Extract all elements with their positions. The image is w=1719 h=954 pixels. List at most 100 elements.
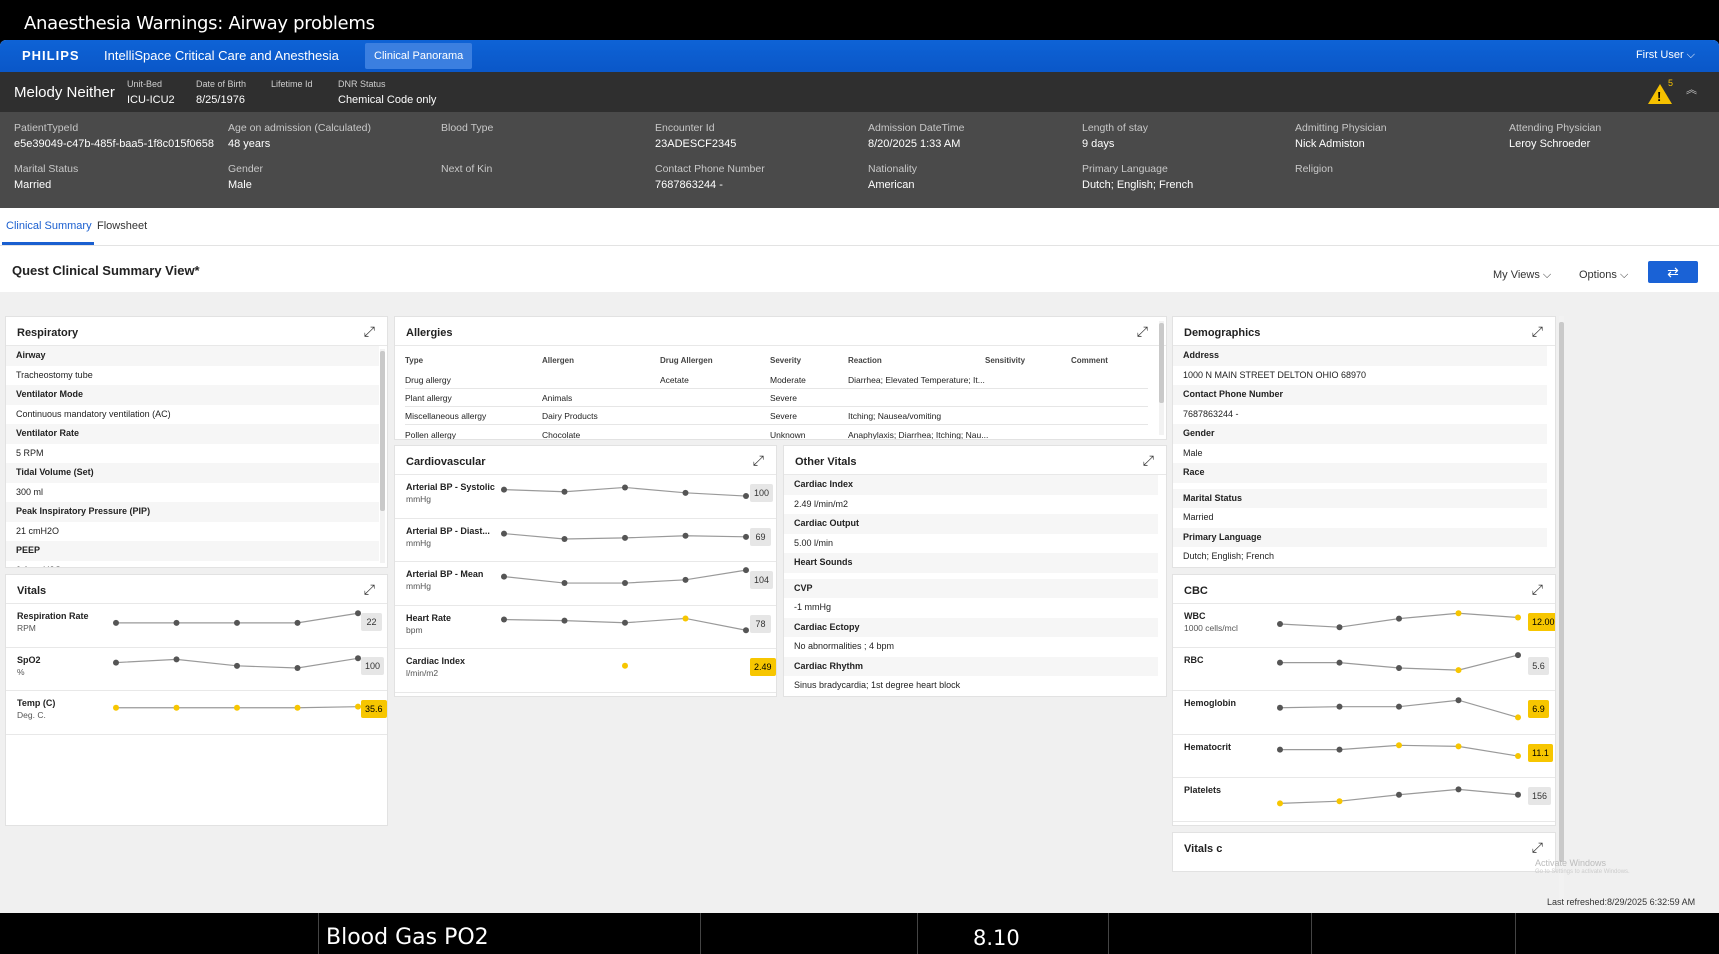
trend-row[interactable]: Hematocrit 11.1 bbox=[1173, 735, 1555, 778]
card-title: Demographics bbox=[1184, 327, 1261, 339]
field-label: Marital Status bbox=[14, 163, 79, 175]
trend-row[interactable]: Heart Rate bpm 78 bbox=[395, 606, 776, 649]
trend-row[interactable]: Platelets 156 bbox=[1173, 778, 1555, 822]
latest-value-badge[interactable]: 5.6 bbox=[1528, 656, 1549, 675]
expand-icon[interactable]: ⤢ bbox=[363, 581, 375, 597]
trend-point bbox=[743, 533, 749, 540]
scrollbar-thumb[interactable] bbox=[1159, 323, 1164, 403]
row-value: Tracheostomy tube bbox=[16, 369, 93, 380]
tab-flowsheet[interactable]: Flowsheet bbox=[97, 220, 148, 232]
trend-label: SpO2 bbox=[17, 654, 41, 665]
table-cell: Dairy Products bbox=[542, 411, 598, 422]
column-header[interactable]: Allergen bbox=[542, 356, 575, 365]
expand-icon[interactable]: ⤢ bbox=[1142, 452, 1154, 468]
trend-point bbox=[1396, 615, 1402, 622]
trend-row[interactable]: SpO2% 100 bbox=[6, 648, 387, 691]
table-cell: Diarrhea; Elevated Temperature; It... bbox=[848, 375, 985, 385]
latest-value-badge[interactable]: 12.00 bbox=[1528, 613, 1555, 631]
trend-point bbox=[1515, 752, 1521, 759]
respiratory-list: Airway Tracheostomy tube Ventilator Mode Co… bbox=[6, 346, 379, 568]
divider bbox=[395, 345, 1166, 346]
field-value: Dutch; English; French bbox=[1082, 179, 1194, 191]
trend-row[interactable]: Hemoglobin 6.9 bbox=[1173, 691, 1555, 735]
table-row[interactable]: Drug allergy Acetate Moderate Diarrhea; Ele… bbox=[405, 370, 1148, 389]
patient-detail-field: Encounter Id 23ADESCF2345 bbox=[655, 122, 736, 150]
column-header[interactable]: Severity bbox=[770, 356, 802, 365]
latest-value-badge[interactable]: 100 bbox=[361, 656, 385, 675]
row-value: -1 mmHg bbox=[794, 602, 832, 612]
trend-point bbox=[682, 576, 689, 583]
trend-point bbox=[173, 704, 180, 711]
trend-row[interactable]: Temp (C) Deg. C. 35.6 bbox=[6, 691, 387, 735]
trend-label: Hematocrit bbox=[1184, 741, 1232, 752]
table-cell: Chocolate bbox=[542, 429, 581, 440]
card-title: Vitals c bbox=[1184, 843, 1223, 855]
divider bbox=[784, 474, 1166, 475]
trend-point bbox=[622, 619, 628, 626]
table-cell: Itching; Nausea/vomiting bbox=[848, 411, 942, 422]
column-header[interactable]: Drug Allergen bbox=[660, 356, 713, 365]
trend-point bbox=[1396, 791, 1402, 798]
column-header[interactable]: Reaction bbox=[848, 356, 882, 365]
trend-row[interactable]: Respiration Rate RPM 22 bbox=[6, 604, 387, 648]
expand-icon[interactable]: ⤢ bbox=[1136, 323, 1148, 339]
row-label: CVP bbox=[784, 578, 1158, 598]
trend-point bbox=[1396, 703, 1402, 710]
alert-count: 5 bbox=[1668, 78, 1674, 88]
field-label: Primary Language bbox=[1082, 163, 1168, 175]
column-header[interactable]: Comment bbox=[1071, 356, 1108, 365]
expand-icon[interactable]: ⤢ bbox=[1531, 323, 1543, 339]
row-value: 0.1 cmH2O bbox=[6, 561, 379, 568]
my-views-dropdown[interactable]: My Views ⌵ bbox=[1493, 269, 1552, 281]
expand-icon[interactable]: ⤢ bbox=[752, 452, 764, 468]
latest-value-badge[interactable]: 69 bbox=[750, 527, 771, 546]
trend-row[interactable]: Arterial BP - Diast... mmHg 69 bbox=[395, 519, 776, 562]
expand-icon[interactable]: ⤢ bbox=[363, 323, 375, 339]
trend-row[interactable]: WBC 1000 cells/mcl 12.00 bbox=[1173, 604, 1555, 648]
dnr-status-field: DNR Status Chemical Code only bbox=[338, 79, 436, 106]
latest-value-badge[interactable]: 11.1 bbox=[1528, 743, 1553, 762]
page-scrollbar-thumb[interactable] bbox=[1559, 322, 1564, 862]
table-row[interactable]: Pollen allergy Chocolate Unknown Anaphylaxi… bbox=[405, 425, 1148, 440]
expand-icon[interactable]: ⤢ bbox=[1531, 839, 1543, 855]
warning-icon[interactable] bbox=[1648, 84, 1672, 104]
card-title: Vitals bbox=[17, 585, 47, 597]
trend-row[interactable]: Arterial BP - Mean mmHg 104 bbox=[395, 562, 776, 606]
field-value: 8/25/1976 bbox=[196, 94, 245, 106]
refresh-button[interactable]: ⇄ bbox=[1648, 261, 1698, 283]
column-header[interactable]: Type bbox=[405, 356, 424, 365]
latest-value-badge[interactable]: 104 bbox=[750, 571, 774, 589]
patient-detail-field: PatientTypeId e5e39049-c47b-485f-baa5-1f8… bbox=[14, 122, 214, 150]
user-menu[interactable]: First User ⌵ bbox=[1635, 49, 1695, 61]
latest-value-badge[interactable]: 35.6 bbox=[361, 700, 387, 718]
field-value: ICU-ICU2 bbox=[127, 94, 175, 106]
latest-value-badge[interactable]: 22 bbox=[361, 613, 382, 631]
table-cell: Drug allergy bbox=[405, 375, 451, 385]
patient-detail-field: Contact Phone Number 7687863244 - bbox=[655, 163, 765, 191]
options-dropdown[interactable]: Options ⌵ bbox=[1579, 269, 1629, 281]
tab-clinical-summary[interactable]: Clinical Summary bbox=[6, 220, 92, 232]
scrollbar-thumb[interactable] bbox=[380, 351, 385, 511]
warning-text: Anaesthesia Warnings: Airway problems bbox=[24, 13, 375, 34]
column-header[interactable]: Sensitivity bbox=[985, 356, 1026, 365]
trend-point bbox=[561, 617, 568, 624]
trend-point bbox=[1336, 703, 1343, 710]
trend-row[interactable]: Arterial BP - Systolic mmHg 100 bbox=[395, 475, 776, 519]
trend-row[interactable]: Cardiac Index l/min/m2 2.49 bbox=[395, 649, 776, 693]
card-title: Respiratory bbox=[17, 327, 79, 339]
latest-value-badge[interactable]: 78 bbox=[750, 614, 771, 633]
respiratory-card: Respiratory ⤢ Airway Tracheostomy tube Ven… bbox=[5, 316, 388, 568]
latest-value-badge[interactable]: 2.49 bbox=[750, 658, 776, 676]
latest-value-badge[interactable]: 100 bbox=[750, 484, 774, 502]
latest-value-badge[interactable]: 156 bbox=[1528, 787, 1552, 805]
clinical-panorama-button[interactable]: Clinical Panorama bbox=[365, 43, 473, 69]
latest-value-badge[interactable]: 6.9 bbox=[1528, 700, 1549, 718]
table-row[interactable]: Miscellaneous allergy Dairy Products Sever… bbox=[405, 406, 1148, 426]
trend-row[interactable]: RBC 5.6 bbox=[1173, 648, 1555, 691]
table-row[interactable]: Plant allergy Animals Severe bbox=[405, 388, 1148, 408]
expand-icon[interactable]: ⤢ bbox=[1531, 581, 1543, 597]
table-cell: Pollen allergy bbox=[405, 429, 457, 440]
trend-unit: RPM bbox=[17, 623, 36, 633]
collapse-chevron-icon[interactable]: ︽ bbox=[1686, 84, 1697, 96]
patient-detail-field: Primary Language Dutch; English; French bbox=[1082, 163, 1193, 191]
